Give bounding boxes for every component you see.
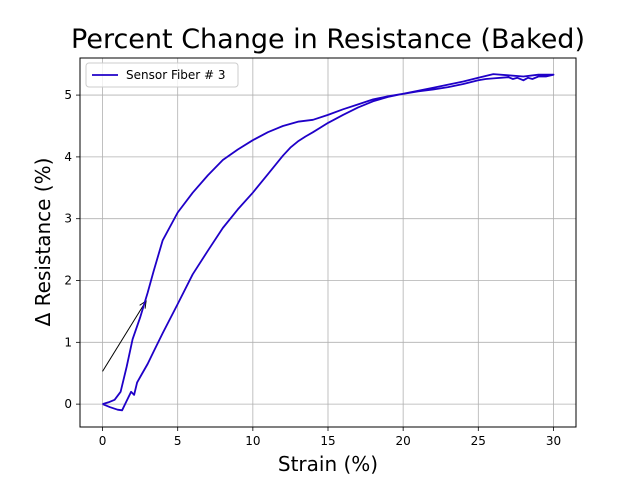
annotation-arrow (102, 301, 147, 372)
y-tick-label: 2 (64, 274, 72, 288)
annotation (102, 301, 147, 372)
x-tick-label: 30 (546, 434, 561, 448)
series-line (102, 73, 555, 412)
y-tick-label: 0 (64, 397, 72, 411)
y-tick-label: 4 (64, 150, 72, 164)
y-axis-label: Δ Resistance (%) (31, 158, 55, 327)
x-axis-label: Strain (%) (278, 452, 378, 476)
legend-label: Sensor Fiber # 3 (126, 68, 226, 82)
x-tick-label: 15 (320, 434, 335, 448)
legend-box (85, 62, 239, 88)
series-layer (102, 73, 555, 412)
x-tick-label: 5 (174, 434, 182, 448)
y-tick-label: 5 (64, 88, 72, 102)
x-tick-label: 0 (99, 434, 107, 448)
y-tick-label: 1 (64, 335, 72, 349)
x-tick-label: 10 (245, 434, 260, 448)
x-tick-label: 25 (471, 434, 486, 448)
legend: Sensor Fiber # 3 (85, 62, 239, 88)
ticks: 0 5 10 15 20 25 30 0 1 2 3 4 5 (64, 88, 561, 448)
x-tick-label: 20 (396, 434, 411, 448)
y-tick-label: 3 (64, 212, 72, 226)
chart-title: Percent Change in Resistance (Baked) (71, 24, 585, 55)
grid (80, 58, 576, 427)
